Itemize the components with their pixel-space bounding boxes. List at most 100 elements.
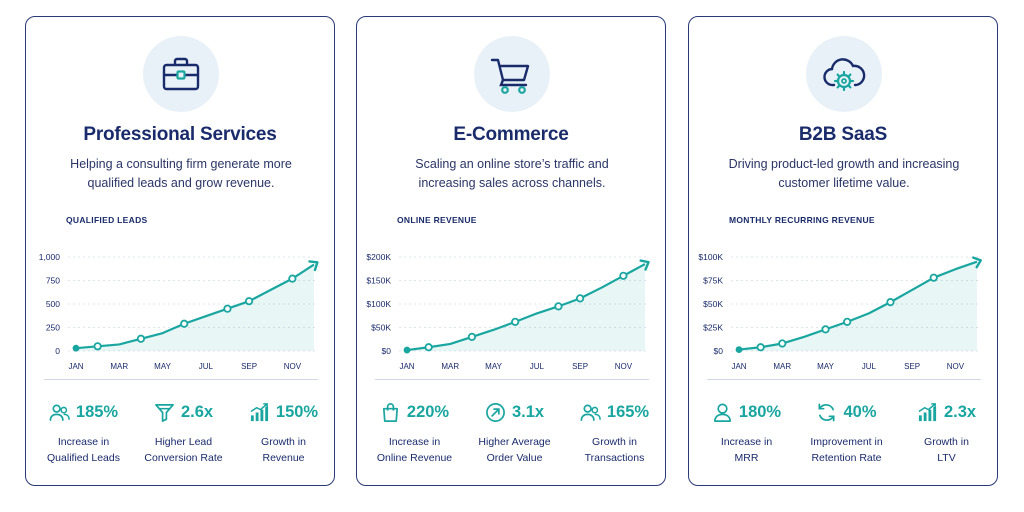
chart-label: MONTHLY RECURRING REVENUE — [729, 215, 875, 225]
metric-value: 2.6x — [180, 402, 214, 421]
x-tick-label: JUL — [862, 362, 877, 371]
card-icon-badge — [474, 36, 550, 112]
x-tick-label: JUL — [530, 362, 545, 371]
x-tick-label: MAR — [441, 362, 459, 371]
y-tick-label: 1,000 — [39, 252, 61, 262]
card-description: Driving product-led growth and increasin… — [728, 157, 960, 190]
metric-value: 185% — [75, 402, 119, 421]
data-point — [180, 319, 189, 328]
line-chart: $0 $50K $100K $150K $200K JAN MAR MAY JUL SEP NOV — [366, 252, 650, 371]
x-tick-label: JAN — [68, 362, 83, 371]
growth-chart-icon — [918, 402, 937, 421]
series-line — [75, 263, 315, 350]
card-icon-badge — [143, 36, 219, 112]
metric-label: Increase in Qualified Leads — [47, 436, 120, 464]
x-tick-label: MAY — [817, 362, 834, 371]
case-study-card: E-Commerce Scaling an online store’s traf… — [356, 16, 666, 486]
data-point — [72, 344, 80, 352]
line-chart: 0 250 500 750 1,000 JAN MAR MAY JUL SEP NOV — [39, 252, 319, 371]
x-tick-label: JAN — [731, 362, 746, 371]
y-tick-label: $25K — [703, 323, 723, 333]
y-tick-label: 0 — [55, 346, 60, 356]
data-point — [886, 298, 895, 307]
data-point — [223, 304, 232, 313]
card-description: Helping a consulting firm generate more … — [70, 157, 292, 190]
card-title: E-Commerce — [453, 124, 569, 145]
chart-label: ONLINE REVENUE — [397, 215, 477, 225]
case-study-card: B2B SaaS Driving product-led growth and i… — [688, 16, 998, 486]
data-point — [467, 332, 477, 342]
data-point — [511, 317, 520, 326]
y-tick-label: $75K — [703, 276, 723, 286]
x-tick-label: NOV — [615, 362, 633, 371]
metric-stat: 2.6x Higher Lead Conversion Rate — [132, 401, 235, 466]
series-line — [406, 263, 646, 352]
y-tick-label: $150K — [366, 276, 391, 286]
metric-stat: 3.1x Higher Average Order Value — [463, 401, 566, 466]
data-point — [778, 339, 787, 348]
x-tick-label: JAN — [399, 362, 414, 371]
area-fill — [739, 261, 977, 351]
card-icon-badge — [806, 36, 882, 112]
growth-chart-icon — [250, 402, 268, 421]
chart-label: QUALIFIED LEADS — [66, 215, 148, 225]
metric-label: Higher Average Order Value — [478, 436, 551, 464]
x-tick-label: MAY — [154, 362, 171, 371]
divider — [707, 379, 981, 380]
data-point — [756, 343, 765, 352]
x-tick-label: MAR — [110, 362, 128, 371]
data-point — [619, 271, 628, 280]
x-tick-label: MAY — [485, 362, 502, 371]
trend-arrow-icon — [639, 259, 650, 271]
data-point — [821, 325, 830, 334]
metric-stat: 185% Increase in Qualified Leads — [32, 401, 135, 466]
funnel-icon — [154, 403, 174, 422]
metric-stat: 2.3x Growth in LTV — [895, 401, 998, 466]
shopping-cart-icon — [490, 58, 530, 94]
metric-label: Higher Lead Conversion Rate — [144, 436, 223, 464]
card-title: Professional Services — [83, 124, 277, 145]
x-tick-label: NOV — [947, 362, 965, 371]
y-tick-label: $50K — [703, 299, 723, 309]
users-icon — [580, 403, 601, 421]
metric-label: Improvement in Retention Rate — [810, 436, 883, 464]
x-tick-label: NOV — [284, 362, 302, 371]
data-point — [136, 334, 146, 343]
x-tick-label: SEP — [572, 362, 588, 371]
refresh-icon — [818, 403, 836, 421]
y-tick-label: 250 — [46, 323, 60, 333]
shopping-bag-icon — [382, 402, 398, 422]
metric-label: Growth in LTV — [924, 436, 969, 464]
data-point — [575, 294, 585, 303]
cloud-gear-icon — [823, 58, 866, 92]
users-icon — [49, 403, 70, 421]
x-tick-label: MAR — [773, 362, 791, 371]
data-point — [554, 302, 563, 311]
x-tick-label: SEP — [904, 362, 920, 371]
data-point — [403, 346, 411, 354]
metric-value: 2.3x — [943, 402, 977, 421]
y-tick-label: $0 — [382, 346, 392, 356]
metric-value: 165% — [606, 402, 650, 421]
x-tick-label: JUL — [199, 362, 214, 371]
metric-stat: 40% Improvement in Retention Rate — [795, 401, 898, 466]
data-point — [929, 273, 938, 282]
case-study-card: Professional Services Helping a consultin… — [25, 16, 335, 486]
area-fill — [76, 264, 314, 351]
card-description: Scaling an online store’s traffic and in… — [415, 157, 609, 190]
briefcase-icon — [162, 57, 200, 91]
arrow-circle-icon — [485, 402, 505, 422]
area-fill — [407, 264, 645, 351]
card-title: B2B SaaS — [798, 124, 888, 145]
metric-label: Growth in Transactions — [584, 436, 645, 464]
y-tick-label: $0 — [714, 346, 724, 356]
user-icon — [713, 403, 731, 422]
trend-arrow-icon — [308, 260, 319, 272]
y-tick-label: $100K — [698, 252, 723, 262]
divider — [375, 379, 649, 380]
metric-label: Increase in Online Revenue — [376, 436, 453, 464]
line-chart: $0 $25K $50K $75K $100K JAN MAR MAY JUL SEP NOV — [698, 252, 982, 371]
metric-label: Growth in Revenue — [261, 436, 306, 464]
y-tick-label: 500 — [46, 299, 60, 309]
metric-value: 220% — [406, 402, 450, 421]
